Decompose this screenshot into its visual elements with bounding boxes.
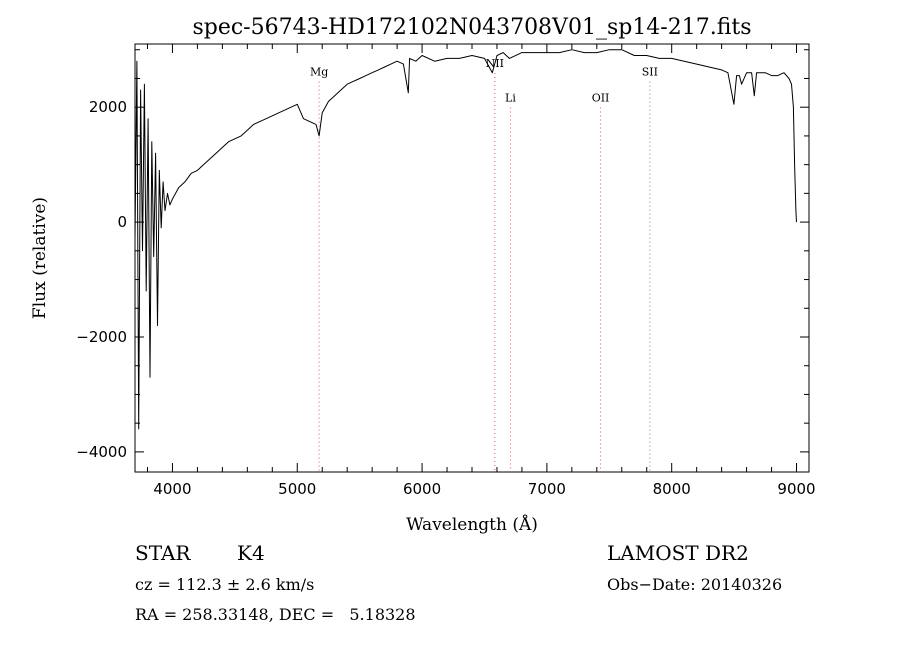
line-label-oii: OII: [592, 91, 610, 104]
coordinates-text: RA = 258.33148, DEC = 5.18328: [135, 605, 416, 624]
x-tick-label: 7000: [528, 480, 566, 498]
y-axis-label: Flux (relative): [30, 197, 50, 319]
x-tick-label: 4000: [153, 480, 191, 498]
x-axis-label: Wavelength (Å): [406, 514, 538, 535]
x-tick-label: 6000: [403, 480, 441, 498]
series-layer: [134, 49, 797, 430]
x-tick-label: 9000: [777, 480, 815, 498]
y-tick-label: −2000: [76, 328, 127, 346]
line-label-li: Li: [505, 91, 516, 104]
axes-ticks: 4000 5000 6000 7000 8000 9000 −4000 −2000 0 2000: [76, 44, 816, 498]
spectrum-line: [134, 49, 797, 430]
chart-title: spec-56743-HD172102N043708V01_sp14-217.f…: [192, 15, 751, 40]
obs-date-text: Obs−Date: 20140326: [607, 575, 783, 594]
x-tick-label: 5000: [278, 480, 316, 498]
subclass-label: K4: [237, 541, 265, 565]
y-tick-label: 2000: [89, 98, 127, 116]
survey-label: LAMOST DR2: [607, 541, 749, 565]
plot-frame: [134, 43, 810, 473]
redshift-text: cz = 112.3 ± 2.6 km/s: [135, 575, 315, 594]
line-label-mg: Mg: [310, 66, 328, 79]
y-tick-label: −4000: [76, 443, 127, 461]
class-label: STAR: [135, 541, 191, 565]
y-tick-label: 0: [117, 213, 127, 231]
x-tick-label: 8000: [653, 480, 691, 498]
line-label-sii: SII: [642, 66, 658, 79]
